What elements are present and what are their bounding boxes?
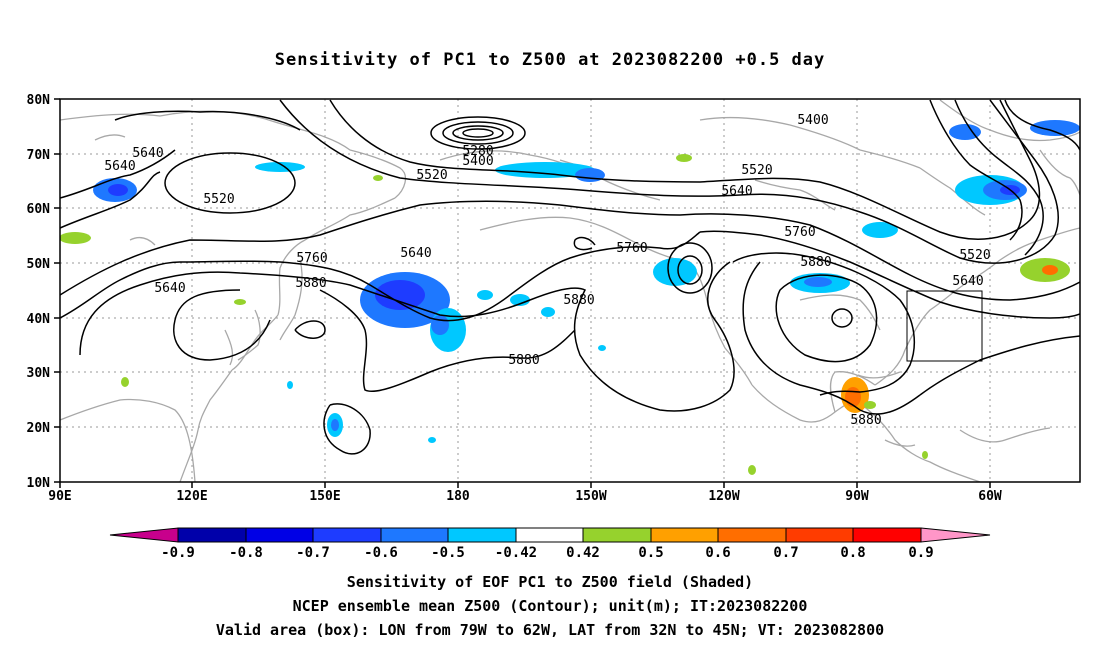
contour-label: 5760 bbox=[296, 251, 327, 266]
colorbar bbox=[109, 527, 991, 543]
colorbar-ticks: -0.9 -0.8 -0.7 -0.6 -0.5 -0.42 0.42 0.5 … bbox=[161, 545, 934, 561]
lon-label: 180 bbox=[446, 489, 470, 504]
lat-label: 20N bbox=[27, 421, 51, 436]
lon-label: 150E bbox=[309, 489, 340, 504]
plot-frame bbox=[59, 98, 1081, 483]
contour-label: 5520 bbox=[416, 168, 447, 183]
colorbar-tick: 0.42 bbox=[566, 545, 600, 561]
colorbar-segment bbox=[785, 527, 854, 543]
contour-label: 5640 bbox=[154, 281, 185, 296]
lon-label: 120W bbox=[708, 489, 739, 504]
lat-label: 60N bbox=[27, 202, 51, 217]
lat-label: 80N bbox=[27, 93, 51, 108]
colorbar-high-triangle bbox=[920, 527, 991, 543]
colorbar-tick: 0.9 bbox=[908, 545, 933, 561]
colorbar-segment bbox=[717, 527, 787, 543]
caption-shading: Sensitivity of EOF PC1 to Z500 field (Sh… bbox=[346, 573, 754, 591]
contour-label: 5880 bbox=[563, 293, 594, 308]
contour-label: 5880 bbox=[850, 413, 881, 428]
contour-label: 5880 bbox=[508, 353, 539, 368]
colorbar-segment bbox=[177, 527, 247, 543]
caption-contour: NCEP ensemble mean Z500 (Contour); unit(… bbox=[292, 597, 808, 615]
colorbar-segment bbox=[245, 527, 314, 543]
colorbar-segment bbox=[515, 527, 584, 543]
contour-label: 5880 bbox=[800, 255, 831, 270]
valid-area-box bbox=[906, 290, 983, 362]
z500-contours bbox=[60, 99, 1080, 455]
colorbar-tick: -0.8 bbox=[229, 545, 263, 561]
sensitivity-shading bbox=[60, 120, 1080, 475]
colorbar-low-triangle bbox=[109, 527, 179, 543]
lon-label: 120E bbox=[176, 489, 207, 504]
contour-label: 5400 bbox=[797, 113, 828, 128]
colorbar-segment bbox=[380, 527, 449, 543]
lon-label: 90W bbox=[845, 489, 869, 504]
contour-labels: 5280 5400 5400 5520 5520 5520 5520 5640 … bbox=[104, 113, 990, 428]
tick-marks bbox=[54, 98, 991, 488]
map-title: Sensitivity of PC1 to Z500 at 2023082200… bbox=[274, 50, 826, 70]
colorbar-tick: 0.5 bbox=[638, 545, 663, 561]
colorbar-tick: 0.8 bbox=[840, 545, 865, 561]
longitude-labels: 90E 120E 150E 180 150W 120W 90W 60W bbox=[48, 489, 1002, 504]
lat-label: 30N bbox=[27, 366, 51, 381]
contour-label: 5640 bbox=[400, 246, 431, 261]
contour-label: 5640 bbox=[952, 274, 983, 289]
latitude-labels: 80N 70N 60N 50N 40N 30N 20N 10N bbox=[27, 93, 51, 491]
colorbar-segment bbox=[582, 527, 652, 543]
colorbar-tick: -0.9 bbox=[161, 545, 195, 561]
contour-label: 5520 bbox=[203, 192, 234, 207]
caption-valid-area: Valid area (box): LON from 79W to 62W, L… bbox=[215, 621, 885, 639]
colorbar-segment bbox=[852, 527, 922, 543]
lon-label: 60W bbox=[978, 489, 1002, 504]
contour-label: 5760 bbox=[784, 225, 815, 240]
contour-label: 5400 bbox=[462, 154, 493, 169]
lat-label: 70N bbox=[27, 148, 51, 163]
contour-label: 5640 bbox=[104, 159, 135, 174]
colorbar-tick: -0.5 bbox=[431, 545, 465, 561]
colorbar-segment bbox=[447, 527, 517, 543]
contour-label: 5520 bbox=[959, 248, 990, 263]
colorbar-tick: -0.6 bbox=[364, 545, 398, 561]
colorbar-tick: -0.7 bbox=[296, 545, 330, 561]
lon-label: 150W bbox=[575, 489, 606, 504]
lat-label: 40N bbox=[27, 312, 51, 327]
contour-label: 5760 bbox=[616, 241, 647, 256]
contour-label: 5520 bbox=[741, 163, 772, 178]
colorbar-tick: 0.6 bbox=[705, 545, 730, 561]
contour-label: 5640 bbox=[132, 146, 163, 161]
lon-label: 90E bbox=[48, 489, 71, 504]
contour-label: 5280 bbox=[462, 144, 493, 159]
colorbar-tick: -0.42 bbox=[495, 545, 537, 561]
colorbar-segment bbox=[312, 527, 382, 543]
colorbar-segment bbox=[650, 527, 719, 543]
colorbar-tick: 0.7 bbox=[773, 545, 798, 561]
lat-label: 50N bbox=[27, 257, 51, 272]
contour-label: 5880 bbox=[295, 276, 326, 291]
contour-label: 5640 bbox=[721, 184, 752, 199]
lat-label: 10N bbox=[27, 476, 51, 491]
